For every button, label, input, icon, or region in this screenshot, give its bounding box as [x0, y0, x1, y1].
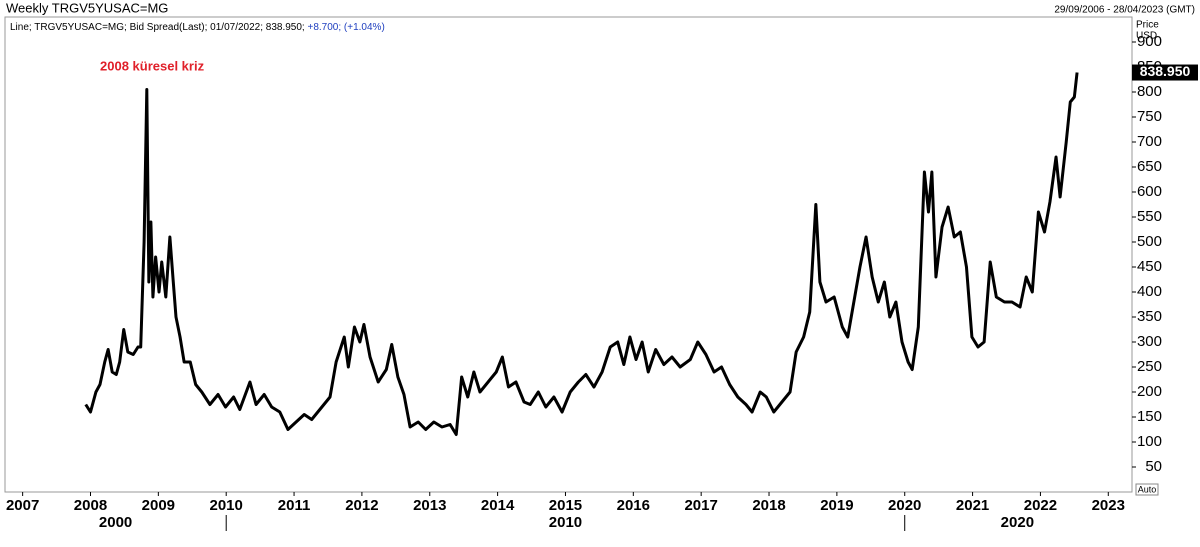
x-tick-label: 2012	[345, 497, 378, 514]
decade-label: 2000	[99, 514, 132, 531]
y-tick-label: 600	[1137, 183, 1162, 200]
x-tick-label: 2010	[210, 497, 243, 514]
decade-label: 2020	[1001, 514, 1034, 531]
y-tick-label: 500	[1137, 233, 1162, 250]
chart-title: Weekly TRGV5YUSAC=MG	[6, 0, 168, 15]
x-tick-label: 2008	[74, 497, 107, 514]
y-tick-label: 400	[1137, 283, 1162, 300]
series-line	[84, 72, 1079, 436]
x-tick-label: 2022	[1024, 497, 1057, 514]
y-tick-label: 750	[1137, 108, 1162, 125]
last-value-label: 838.950	[1140, 63, 1191, 79]
axis-unit: USD	[1136, 31, 1157, 42]
date-range: 29/09/2006 - 28/04/2023 (GMT)	[1054, 5, 1195, 16]
x-tick-label: 2016	[617, 497, 650, 514]
y-tick-label: 650	[1137, 158, 1162, 175]
x-tick-label: 2021	[956, 497, 989, 514]
auto-label[interactable]: Auto	[1138, 484, 1157, 494]
x-tick-label: 2007	[6, 497, 39, 514]
x-tick-label: 2009	[142, 497, 175, 514]
x-tick-label: 2020	[888, 497, 921, 514]
legend-change: +8.700; (+1.04%)	[308, 22, 385, 33]
y-tick-label: 250	[1137, 358, 1162, 375]
auto-button[interactable]	[1135, 483, 1159, 496]
y-tick-label: 550	[1137, 208, 1162, 225]
y-tick-label: 150	[1137, 408, 1162, 425]
last-value-box	[1132, 64, 1198, 81]
legend-text: Line; TRGV5YUSAC=MG; Bid Spread(Last); 0…	[10, 22, 305, 33]
y-tick-label: 800	[1137, 83, 1162, 100]
decade-label: 2010	[549, 514, 582, 531]
y-tick-label: 450	[1137, 258, 1162, 275]
annotation: 2008 küresel kriz	[100, 58, 205, 73]
x-tick-label: 2018	[752, 497, 785, 514]
x-tick-label: 2014	[481, 497, 515, 514]
legend: Line; TRGV5YUSAC=MG; Bid Spread(Last); 0…	[10, 22, 385, 33]
y-tick-label: 350	[1137, 308, 1162, 325]
y-tick-label: 700	[1137, 133, 1162, 150]
x-tick-label: 2019	[820, 497, 853, 514]
x-tick-label: 2017	[684, 497, 717, 514]
x-tick-label: 2011	[278, 497, 311, 514]
y-tick-label: 100	[1137, 433, 1162, 450]
y-tick-label: 300	[1137, 333, 1162, 350]
axis-title: Price	[1136, 20, 1159, 31]
plot-frame	[4, 16, 1133, 493]
y-tick-label: 200	[1137, 383, 1162, 400]
x-tick-label: 2023	[1092, 497, 1125, 514]
x-tick-label: 2013	[413, 497, 446, 514]
y-tick-label: 900	[1137, 33, 1162, 50]
x-tick-label: 2015	[549, 497, 582, 514]
y-tick-label: 50	[1145, 458, 1162, 475]
